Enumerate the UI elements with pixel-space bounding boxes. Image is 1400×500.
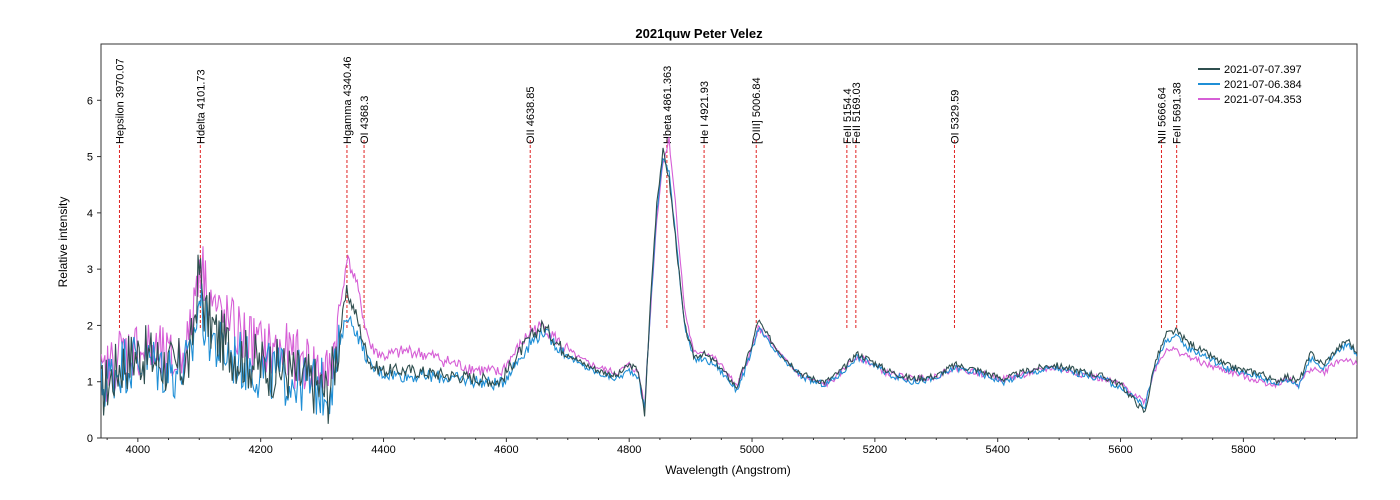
y-tick-label: 1 xyxy=(87,377,93,389)
x-tick-label: 4600 xyxy=(494,444,518,456)
x-tick-label: 5200 xyxy=(863,444,887,456)
x-tick-label: 5600 xyxy=(1108,444,1132,456)
x-tick-label: 4400 xyxy=(371,444,395,456)
plot-frame xyxy=(100,43,1358,439)
x-tick-label: 5000 xyxy=(740,444,764,456)
reference-line-label: He I 4921.93 xyxy=(699,81,711,144)
series-line xyxy=(101,157,1357,416)
x-tick-label: 5400 xyxy=(985,444,1009,456)
reference-line-label: NII 5666.64 xyxy=(1156,87,1168,144)
legend-label: 2021-07-07.397 xyxy=(1224,64,1302,76)
reference-line-label: FeII 5154.4 xyxy=(842,88,854,144)
y-tick-label: 5 xyxy=(87,152,93,164)
y-tick-label: 4 xyxy=(87,208,93,220)
x-axis-label: Wavelength (Angstrom) xyxy=(665,463,791,477)
y-tick-label: 6 xyxy=(87,95,93,107)
reference-line-label: OI 4368.3 xyxy=(359,96,371,144)
reference-line-label: Hgamma 4340.46 xyxy=(342,57,354,144)
chart-title: 2021quw Peter Velez xyxy=(635,26,763,41)
reference-line-label: FeII 5691.38 xyxy=(1172,82,1184,144)
legend-label: 2021-07-06.384 xyxy=(1224,79,1302,91)
x-tick-label: 5800 xyxy=(1231,444,1255,456)
reference-line-label: [OIII] 5006.84 xyxy=(751,77,763,144)
plot-area: 4000 4200 4400 4600 4800 5000 5200 5400 5600 5800… xyxy=(87,43,1358,456)
y-tick-label: 3 xyxy=(87,264,93,276)
legend: 2021-07-07.397 2021-07-06.384 2021-07-04.3… xyxy=(1198,64,1302,106)
reference-line-label: Hbeta 4861.363 xyxy=(662,66,674,144)
x-tick-label: 4800 xyxy=(617,444,641,456)
y-axis-label: Relative intensity xyxy=(56,197,70,288)
series-group xyxy=(101,136,1357,424)
reference-line-label: OII 4638.85 xyxy=(525,87,537,145)
x-tick-label: 4000 xyxy=(126,444,150,456)
reference-line-label: OI 5329.59 xyxy=(949,90,961,144)
reference-line-label: Hdelta 4101.73 xyxy=(195,69,207,144)
y-tick-label: 0 xyxy=(87,433,93,445)
reference-line-label: Hepsilon 3970.07 xyxy=(114,58,126,144)
legend-label: 2021-07-04.353 xyxy=(1224,94,1302,106)
x-tick-label: 4200 xyxy=(248,444,272,456)
reference-line-label: FeII 5169.03 xyxy=(851,82,863,144)
y-tick-label: 2 xyxy=(87,320,93,332)
series-line xyxy=(101,147,1357,424)
